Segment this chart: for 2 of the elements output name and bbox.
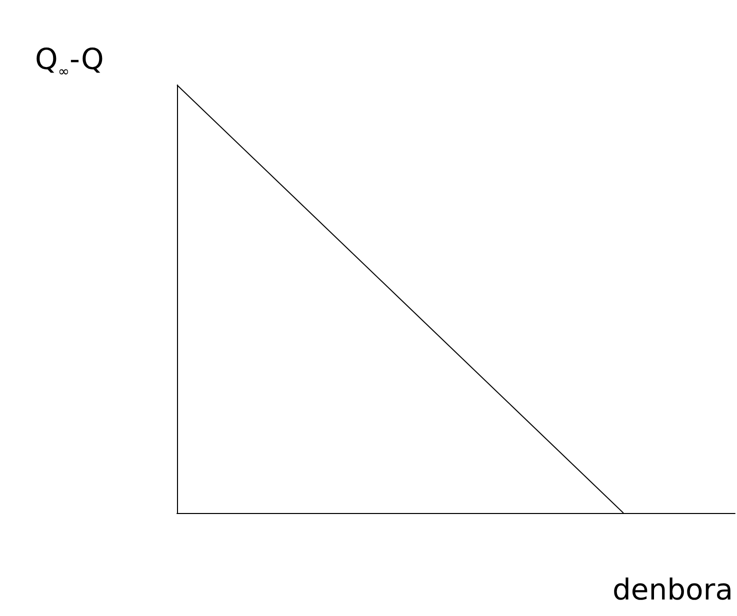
x-axis-title: denbora <box>612 572 733 606</box>
y-axis-title: Q$_{∞}$-Q <box>35 42 104 80</box>
